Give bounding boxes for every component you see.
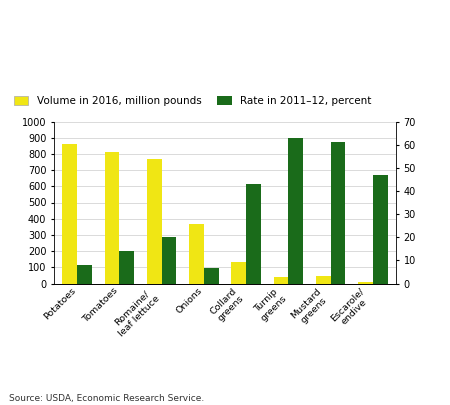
Bar (147, 159, 162, 284)
Bar (105, 152, 119, 284)
Bar (331, 142, 345, 284)
Legend: Volume in 2016, million pounds, Rate in 2011–12, percent: Volume in 2016, million pounds, Rate in … (10, 92, 376, 111)
Text: in food stores: in food stores (9, 58, 101, 71)
Bar (189, 224, 204, 284)
Bar (77, 265, 92, 284)
Bar (358, 282, 373, 283)
Text: Source: USDA, Economic Research Service.: Source: USDA, Economic Research Service. (9, 394, 204, 403)
Bar (162, 237, 176, 284)
Bar (274, 277, 288, 284)
Bar (373, 175, 387, 284)
Bar (231, 262, 246, 284)
Bar (63, 144, 77, 284)
Bar (119, 251, 134, 284)
Bar (246, 184, 261, 284)
Bar (288, 138, 303, 284)
Bar (204, 269, 219, 283)
Bar (316, 276, 331, 284)
Text: Selected top fresh vegetables in terms of loss volumes and rates: Selected top fresh vegetables in terms o… (9, 23, 442, 36)
